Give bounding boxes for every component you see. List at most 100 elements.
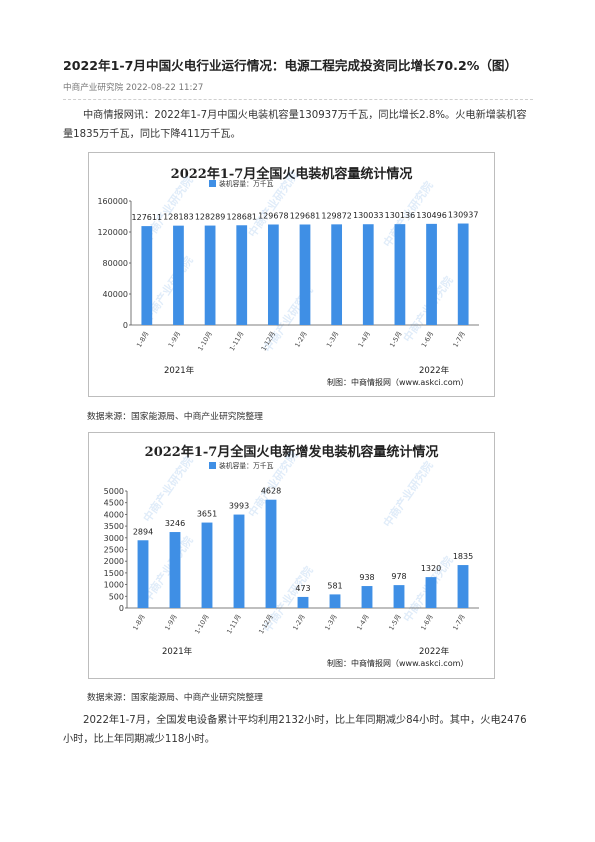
chart-title: 2022年1-7月全国火电新增发电装机容量统计情况 [145,444,439,460]
legend-swatch [209,180,216,187]
x-tick-label: 1-3月 [323,613,338,632]
bar [233,514,245,608]
bar [457,223,469,325]
bar [173,225,184,325]
x-tick-label: 1-6月 [419,613,434,632]
data-label: 3246 [165,519,185,528]
title-divider [63,99,533,100]
bar [297,596,309,608]
intro-text: 中商情报网讯：2022年1-7月中国火电装机容量130937万千瓦，同比增长2.… [63,110,527,140]
bar [331,224,343,325]
data-label: 127611 [132,213,163,222]
x-tick-label: 1-7月 [451,613,466,632]
bar [169,532,181,608]
y-tick-label: 4000 [104,510,124,519]
bar [267,224,279,325]
legend-swatch [209,462,216,469]
watermark-text: 中商产业研究院 [380,459,436,530]
y-tick-label: 500 [109,592,124,601]
publish-date: 2022-08-22 11:27 [125,83,204,93]
y-tick-label: 2500 [104,546,124,555]
article-meta: 中商产业研究院 2022-08-22 11:27 [63,81,203,93]
bar [201,522,213,608]
bar [457,565,469,608]
x-tick-label: 1-3月 [325,330,340,349]
data-label: 581 [327,581,342,590]
legend-label: 装机容量：万千瓦 [219,179,274,188]
year-label-2022: 2022年 [419,646,450,657]
x-tick-label: 1-11月 [225,613,243,635]
data-label: 1320 [421,564,441,573]
y-tick-label: 40000 [103,290,128,299]
x-tick-label: 1-8月 [135,330,150,349]
chart-capacity: 2022年1-7月全国火电装机容量统计情况 装机容量：万千瓦 中商产业研究院 中商产业… [88,152,495,397]
bar [265,499,277,608]
x-tick-label: 1-10月 [196,330,214,352]
watermark-text: 中商产业研究院 [140,454,196,525]
figure-source-2: 数据来源：国家能源局、中商产业研究院整理 [87,693,263,703]
x-tick-label: 1-5月 [388,330,403,349]
bar [141,226,153,325]
x-tick-label: 1-7月 [451,330,466,349]
y-tick-label: 160000 [97,197,128,206]
y-tick-label: 4500 [104,499,124,508]
figure-source-1: 数据来源：国家能源局、中商产业研究院整理 [87,412,263,422]
data-label: 978 [391,572,406,581]
data-label: 128289 [195,213,226,222]
source-link[interactable]: 中商产业研究院 [63,83,124,93]
legend-label: 装机容量：万千瓦 [219,461,274,470]
data-label: 473 [295,584,310,593]
y-tick-label: 0 [123,321,128,330]
x-tick-label: 1-10月 [193,613,211,635]
data-label: 128681 [226,212,257,221]
data-label: 3651 [197,510,217,519]
bar [394,224,406,325]
data-label: 129678 [258,211,289,220]
year-label-2022: 2022年 [419,365,450,376]
x-tick-label: 1-6月 [420,330,435,349]
y-tick-label: 3000 [104,534,124,543]
y-tick-label: 0 [119,604,124,613]
x-tick-label: 1-8月 [131,613,146,632]
y-tick-label: 3500 [104,522,124,531]
y-tick-label: 80000 [103,259,128,268]
y-tick-label: 1000 [104,581,124,590]
x-tick-label: 1-9月 [163,613,178,632]
intro-paragraph: 中商情报网讯：2022年1-7月中国火电装机容量130937万千瓦，同比增长2.… [63,106,533,144]
data-label: 130033 [353,211,384,220]
data-label: 128183 [163,213,194,222]
outro-paragraph: 2022年1-7月，全国发电设备累计平均利用2132小时，比上年同期减少84小时… [63,711,533,749]
bar [329,594,341,608]
bar [426,223,437,325]
article-title: 2022年1-7月中国火电行业运行情况：电源工程完成投资同比增长70.2%（图） [63,58,518,73]
data-label: 3993 [229,502,249,511]
x-tick-label: 1-4月 [357,330,372,349]
data-label: 2894 [133,527,153,536]
y-tick-label: 2000 [104,557,124,566]
bar [362,224,374,325]
bar [137,540,149,608]
data-label: 130937 [448,211,479,220]
x-tick-label: 1-4月 [355,613,370,632]
x-tick-label: 1-5月 [387,613,402,632]
data-label: 130136 [385,211,416,220]
bar [393,585,405,608]
x-tick-label: 1-2月 [293,330,308,349]
data-label: 130496 [416,211,447,220]
data-label: 129681 [290,211,321,220]
bar [236,225,248,325]
chart-new-capacity: 2022年1-7月全国火电新增发电装机容量统计情况 装机容量：万千瓦 中商产业研究院… [88,432,495,679]
data-label: 938 [359,573,374,582]
y-tick-label: 1500 [104,569,124,578]
y-tick-label: 5000 [104,487,124,496]
y-tick-label: 120000 [97,228,128,237]
bar [425,577,437,608]
year-label-2021: 2021年 [162,646,193,657]
data-label: 1835 [453,552,473,561]
data-label: 4628 [261,487,281,496]
bar [361,586,373,608]
year-label-2021: 2021年 [164,365,195,376]
chart-credit: 制图：中商情报网（www.askci.com） [327,377,468,387]
